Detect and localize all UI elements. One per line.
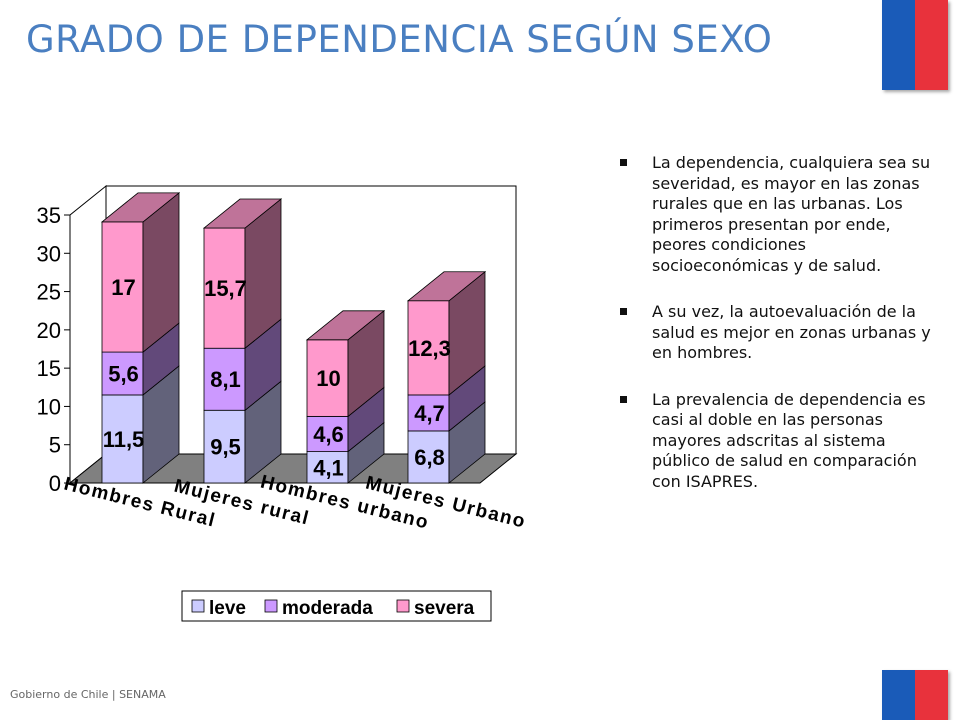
bullet-item: La dependencia, cualquiera sea su severi… xyxy=(618,153,934,276)
bullet-text: La dependencia, cualquiera sea su severi… xyxy=(652,153,931,275)
bullet-item: A su vez, la autoevaluación de la salud … xyxy=(618,302,934,364)
bar-segment-leve xyxy=(407,430,450,484)
legend-label: moderada xyxy=(282,598,373,619)
bar-top-severa xyxy=(406,271,487,302)
flag-blue-stripe xyxy=(882,0,915,90)
bar-top-severa xyxy=(202,198,283,229)
bar-segment-severa xyxy=(306,339,349,417)
bullet-text: La prevalencia de dependencia es casi al… xyxy=(652,389,926,491)
legend-swatch-leve xyxy=(191,599,205,613)
y-tick-label: 20 xyxy=(37,318,61,343)
bar-top-severa xyxy=(100,192,181,223)
y-tick-label: 25 xyxy=(37,280,61,305)
bar-segment-moderada xyxy=(101,351,144,396)
legend-label: leve xyxy=(209,598,246,619)
flag-bottom-decoration xyxy=(882,670,948,720)
slide-title: GRADO DE DEPENDENCIA SEGÚN SEXO xyxy=(26,18,773,61)
y-tick-label: 5 xyxy=(49,433,61,458)
data-label: 4,1 xyxy=(313,455,344,480)
bar-top-severa xyxy=(305,310,386,341)
data-label: 15,7 xyxy=(204,276,247,301)
data-label: 9,5 xyxy=(210,435,241,460)
y-tick-label: 0 xyxy=(49,471,61,496)
flag-red-stripe xyxy=(915,670,948,720)
legend-swatch-severa xyxy=(396,599,410,613)
data-label: 5,6 xyxy=(108,362,139,387)
bar-segment-leve xyxy=(101,394,144,484)
legend-swatch-moderada xyxy=(264,599,278,613)
bullet-item: La prevalencia de dependencia es casi al… xyxy=(618,390,934,493)
y-tick-label: 15 xyxy=(37,356,61,381)
data-label: 17 xyxy=(111,275,135,300)
bullet-text: A su vez, la autoevaluación de la salud … xyxy=(652,302,931,362)
bullet-list: La dependencia, cualquiera sea su severi… xyxy=(618,153,934,518)
bar-segment-severa xyxy=(101,221,144,353)
y-tick-label: 10 xyxy=(37,394,61,419)
square-bullet-icon xyxy=(620,308,627,315)
square-bullet-icon xyxy=(620,395,627,403)
data-label: 6,8 xyxy=(414,445,445,470)
chart-side-wall xyxy=(69,184,107,485)
data-label: 8,1 xyxy=(210,367,241,392)
data-label: 4,7 xyxy=(414,401,445,426)
bar-segment-moderada xyxy=(203,347,246,411)
legend-box xyxy=(181,590,492,622)
y-tick-label: 30 xyxy=(37,241,61,266)
flag-red-stripe xyxy=(915,0,948,90)
square-bullet-icon xyxy=(620,159,627,166)
data-label: 11,5 xyxy=(103,427,145,452)
data-label: 10 xyxy=(316,366,340,391)
flag-blue-stripe xyxy=(882,670,915,720)
y-tick-label: 35 xyxy=(37,203,61,228)
flag-top-decoration xyxy=(882,0,948,90)
data-label: 12,3 xyxy=(408,336,451,361)
bar-segment-leve xyxy=(203,409,246,484)
legend-label: severa xyxy=(414,598,475,619)
data-label: 4,6 xyxy=(313,422,344,447)
bar-segment-moderada xyxy=(306,415,349,453)
footer-text: Gobierno de Chile | SENAMA xyxy=(10,688,166,701)
